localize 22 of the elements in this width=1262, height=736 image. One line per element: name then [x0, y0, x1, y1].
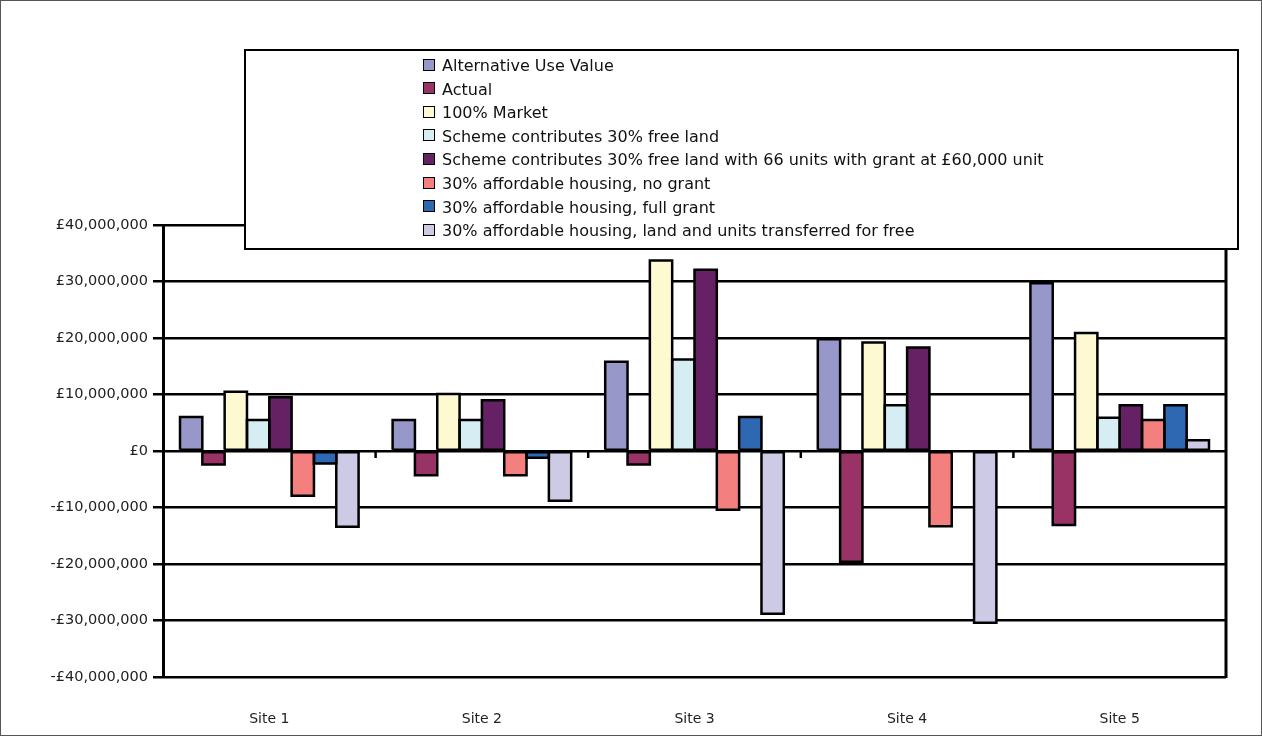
- y-tick-label: -£20,000,000: [50, 554, 148, 571]
- y-tick-label: £30,000,000: [55, 272, 148, 289]
- legend-label: Scheme contributes 30% free land with 66 units with grant at £60,000 unit: [442, 150, 1044, 170]
- x-tick-label: Site 3: [674, 710, 715, 727]
- x-tick-label: Site 5: [1099, 710, 1140, 727]
- legend-label: 30% affordable housing, no grant: [442, 174, 711, 193]
- y-tick-label: £40,000,000: [55, 215, 148, 232]
- legend-label: Alternative Use Value: [442, 56, 614, 75]
- y-tick-label: -£40,000,000: [50, 667, 148, 684]
- y-tick-label: -£10,000,000: [50, 498, 148, 515]
- y-tick-label: £10,000,000: [55, 385, 148, 402]
- x-tick-label: Site 4: [886, 710, 928, 727]
- y-tick-label: -£30,000,000: [50, 611, 148, 628]
- x-tick-label: Site 1: [249, 710, 290, 727]
- legend-label: 30% affordable housing, full grant: [442, 197, 716, 217]
- y-tick-label: £0: [129, 441, 148, 458]
- legend-label: Scheme contributes 30% free land: [442, 126, 720, 146]
- legend-label: Actual: [442, 79, 493, 99]
- legend-label: 30% affordable housing, land and units transferred for free: [442, 221, 915, 241]
- x-tick-label: Site 2: [461, 710, 503, 727]
- legend-label: 100% Market: [442, 103, 548, 123]
- y-tick-label: £20,000,000: [55, 328, 148, 345]
